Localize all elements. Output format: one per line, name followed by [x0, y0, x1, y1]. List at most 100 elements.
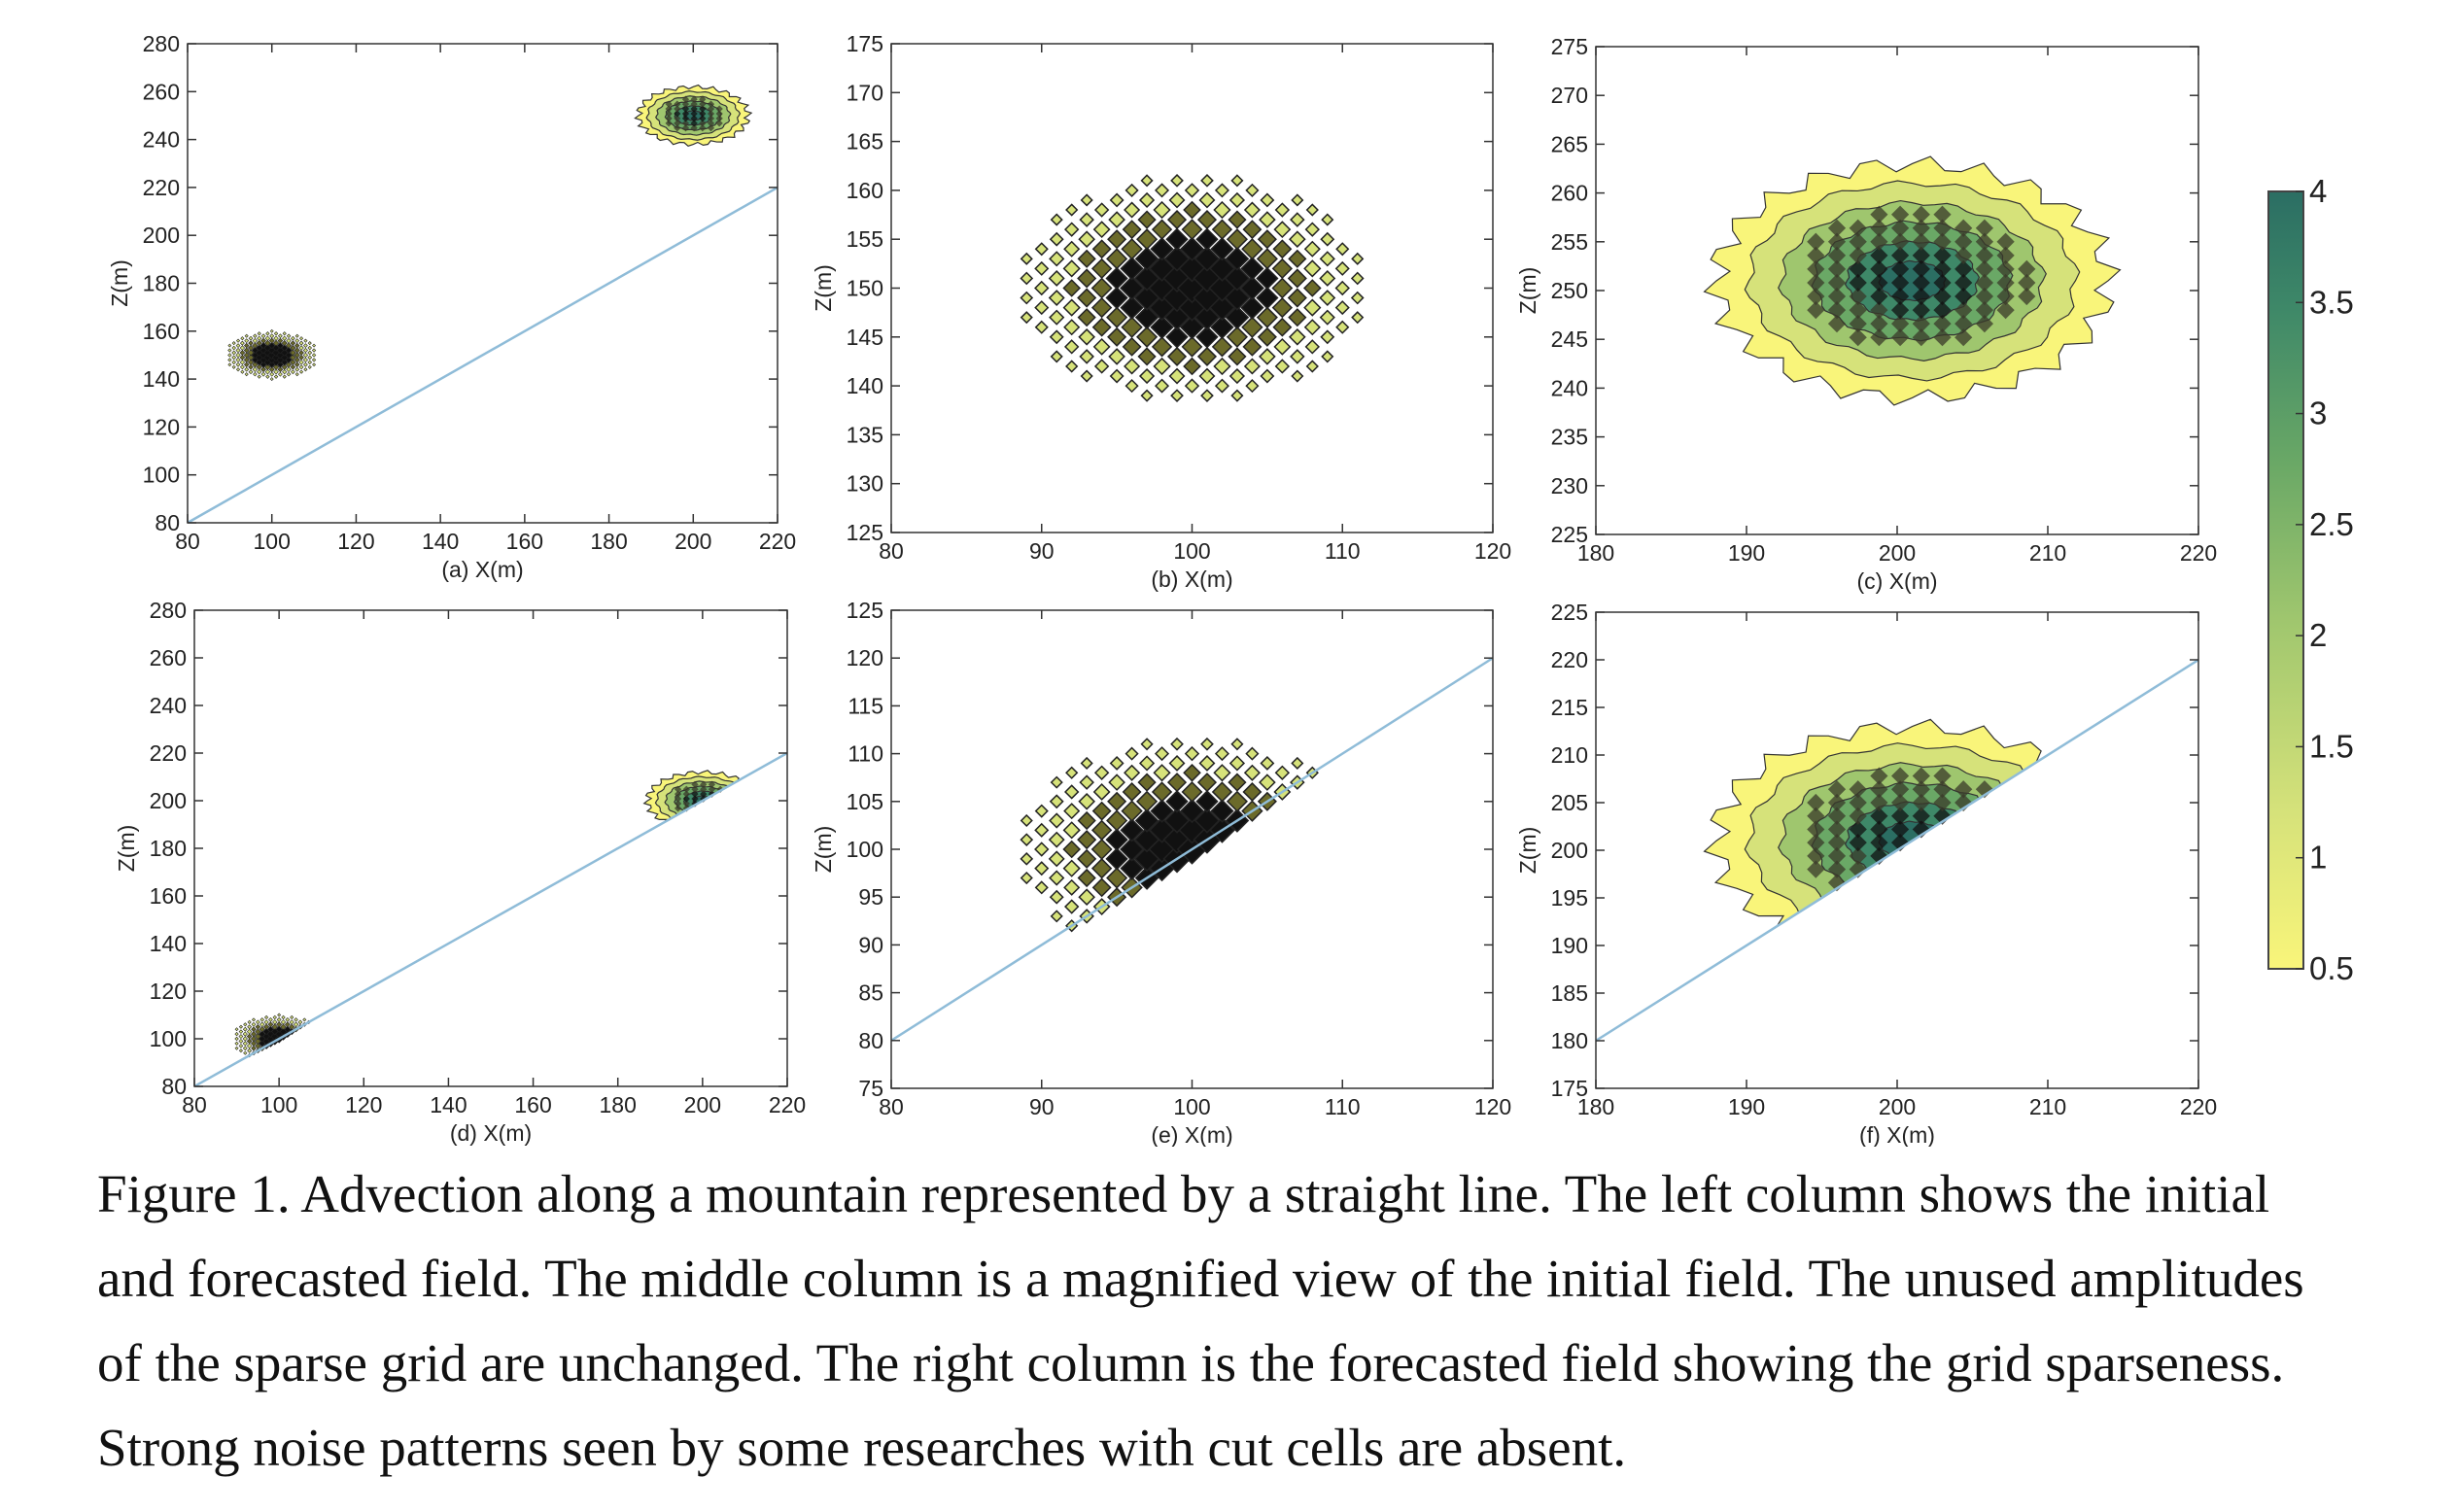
grid-point-marker — [1049, 251, 1065, 267]
grid-point-marker — [294, 347, 300, 354]
grid-point-marker — [1155, 183, 1170, 198]
contour-peak-marker — [1954, 287, 1973, 306]
grid-point-marker — [267, 1025, 274, 1033]
contour-peak-marker — [1975, 287, 1994, 306]
grid-point-marker — [1303, 319, 1321, 336]
grid-point-marker — [277, 337, 284, 344]
grid-point-marker — [1140, 389, 1154, 402]
grid-point-marker — [1214, 378, 1229, 394]
grid-point-marker — [1050, 775, 1063, 789]
grid-point-marker — [1304, 339, 1320, 355]
grid-point-marker — [235, 361, 241, 367]
grid-point-marker — [1065, 203, 1079, 217]
grid-point-marker — [235, 347, 241, 354]
grid-point-marker — [1184, 378, 1200, 394]
grid-point-marker — [1184, 183, 1200, 198]
grid-point-marker — [1093, 359, 1110, 374]
grid-point-marker — [1091, 317, 1112, 337]
grid-point-marker — [1198, 754, 1216, 772]
y-tick-label: 110 — [847, 741, 883, 767]
y-tick-label: 255 — [1551, 229, 1588, 255]
grid-point-marker — [307, 355, 313, 361]
grid-point-marker — [239, 350, 246, 356]
grid-point-marker — [1120, 275, 1145, 301]
grid-point-marker — [259, 1021, 265, 1028]
grid-point-marker — [1259, 348, 1276, 365]
contour-peak-marker — [699, 120, 707, 127]
grid-point-marker — [1321, 350, 1334, 363]
contour-peak-marker — [2018, 273, 2036, 292]
grid-point-marker — [1090, 296, 1113, 319]
y-tick-label: 160 — [847, 178, 883, 203]
grid-point-marker — [1077, 868, 1096, 888]
contour-peak-marker — [681, 95, 690, 103]
grid-point-marker — [1020, 851, 1034, 866]
grid-point-marker — [1228, 191, 1246, 209]
plot-data — [1020, 173, 1365, 403]
grid-point-marker — [227, 353, 232, 358]
y-tick-label: 250 — [1551, 278, 1588, 303]
y-tick-label: 260 — [1551, 181, 1588, 206]
grid-point-marker — [1260, 192, 1275, 208]
grid-point-marker — [1256, 286, 1279, 310]
contour-peak-marker — [1890, 205, 1910, 223]
grid-point-marker — [247, 1048, 253, 1053]
grid-point-marker — [1077, 249, 1096, 268]
grid-point-marker — [1273, 337, 1292, 356]
contour-peak-marker — [1912, 315, 1930, 333]
contour-peak-marker — [674, 100, 681, 108]
grid-point-marker — [1228, 755, 1246, 772]
grid-point-marker — [1165, 790, 1189, 813]
x-tick-label: 220 — [759, 529, 796, 554]
contour-peak-marker — [1996, 246, 2015, 264]
contour-peak-marker — [2018, 287, 2036, 306]
y-tick-label: 135 — [847, 422, 883, 447]
grid-point-marker — [1020, 813, 1033, 828]
x-tick-label: 200 — [1879, 1094, 1916, 1119]
grid-point-marker — [1242, 336, 1263, 357]
contour-peak-marker — [674, 795, 682, 803]
grid-point-marker — [242, 1046, 248, 1051]
contour-peak-marker — [1890, 834, 1910, 852]
contour-peak-marker — [715, 120, 723, 127]
grid-point-marker — [1106, 306, 1128, 328]
grid-point-marker — [1080, 369, 1093, 383]
grid-point-marker — [1034, 822, 1050, 838]
grid-point-marker — [282, 369, 288, 375]
grid-point-marker — [1091, 239, 1112, 259]
grid-point-marker — [1138, 367, 1156, 385]
grid-point-marker — [1230, 738, 1244, 751]
grid-point-marker — [1271, 277, 1294, 299]
grid-point-marker — [1034, 260, 1050, 276]
grid-point-marker — [242, 1031, 248, 1037]
grid-point-marker — [242, 1026, 248, 1032]
grid-point-marker — [298, 369, 304, 374]
grid-point-marker — [302, 347, 308, 354]
grid-point-marker — [238, 1048, 243, 1053]
grid-point-marker — [1105, 828, 1128, 851]
contour-peak-marker — [1827, 780, 1847, 799]
y-tick-label: 270 — [1551, 83, 1588, 108]
grid-point-marker — [1120, 295, 1144, 320]
contour-peak-marker — [1890, 273, 1910, 292]
grid-point-marker — [1351, 311, 1365, 325]
grid-point-marker — [291, 369, 295, 375]
grid-point-marker — [1198, 191, 1216, 209]
contour-peak-marker — [1890, 287, 1910, 306]
contour-peak-marker — [1849, 807, 1867, 825]
grid-point-marker — [235, 343, 241, 348]
grid-point-marker — [1214, 183, 1229, 198]
grid-point-marker — [252, 366, 259, 372]
grid-point-marker — [1319, 251, 1335, 267]
caption-line-2: and forecasted field. The middle column … — [97, 1249, 2304, 1308]
contour-peak-marker — [1954, 328, 1973, 347]
contour-peak-marker — [674, 124, 681, 132]
grid-point-marker — [1120, 818, 1144, 842]
grid-point-marker — [1228, 347, 1247, 366]
grid-point-marker — [259, 1017, 264, 1022]
grid-point-marker — [243, 1022, 248, 1027]
grid-point-marker — [302, 357, 308, 362]
grid-point-marker — [1062, 821, 1081, 840]
grid-point-marker — [1134, 305, 1159, 330]
y-tick-label: 240 — [143, 127, 180, 153]
